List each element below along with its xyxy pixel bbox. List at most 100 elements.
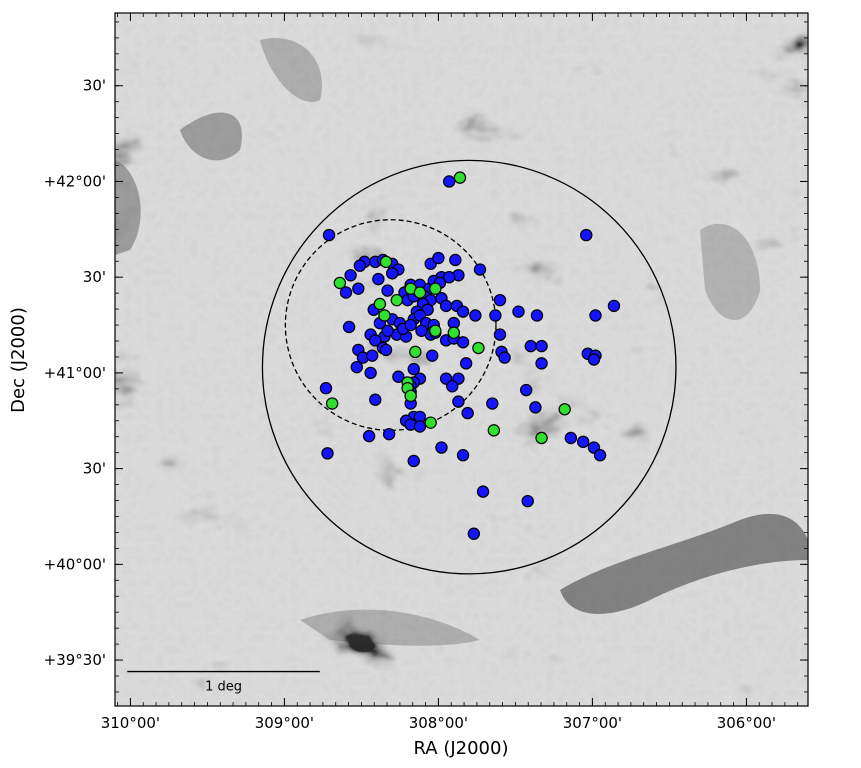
- blue-source-point: [456, 449, 470, 462]
- blue-source-point: [467, 527, 481, 540]
- x-tick-label: 308°00': [409, 714, 468, 732]
- blue-source-point: [352, 282, 365, 295]
- blue-source-point: [519, 383, 533, 397]
- green-source-point: [424, 416, 437, 429]
- blue-source-point: [493, 328, 507, 341]
- green-source-point: [404, 389, 417, 403]
- blue-source-point: [435, 441, 448, 454]
- x-tick-label: 310°00': [101, 714, 160, 732]
- blue-source-point: [381, 284, 394, 297]
- dust-lanes: [115, 38, 808, 646]
- blue-source-point: [392, 370, 405, 383]
- outer-solid-circle: [261, 159, 677, 575]
- scale-bar-label: 1 deg: [205, 680, 242, 695]
- y-tick-label: +42°00': [44, 172, 106, 190]
- blue-source-point: [473, 263, 487, 276]
- blue-source-point: [593, 449, 607, 462]
- blue-source-point: [461, 406, 474, 420]
- y-axis-label: Dec (J2000): [8, 307, 29, 413]
- blue-source-point: [379, 343, 393, 357]
- y-tick-label: +39°30': [44, 651, 106, 669]
- green-source-point: [409, 345, 422, 359]
- blue-source-point: [446, 380, 459, 393]
- blue-source-point: [407, 362, 420, 376]
- plot-area: [115, 13, 808, 706]
- blue-source-point: [369, 393, 382, 406]
- green-source-point: [558, 403, 571, 416]
- blue-source-point: [415, 324, 428, 337]
- blue-source-point: [449, 253, 462, 267]
- blue-source-point: [404, 318, 417, 332]
- blue-source-point: [432, 251, 445, 265]
- x-tick-label: 309°00': [255, 714, 314, 732]
- blue-source-point: [589, 309, 602, 322]
- blue-source-point: [535, 357, 548, 370]
- blue-source-point: [339, 286, 353, 299]
- x-tick-label: 306°00': [717, 714, 776, 732]
- blue-source-point: [469, 309, 482, 322]
- green-source-point: [333, 276, 347, 290]
- blue-source-point: [369, 334, 382, 347]
- blue-source-point: [353, 259, 367, 272]
- inner-dashed-circle: [284, 219, 497, 431]
- green-source-point: [325, 397, 339, 410]
- blue-source-point: [529, 401, 542, 414]
- green-source-point: [378, 309, 391, 322]
- blue-source-point: [426, 349, 439, 362]
- blue-source-point: [321, 447, 334, 460]
- source-markers: [319, 171, 621, 540]
- blue-source-point: [576, 435, 590, 449]
- plot-frame: [114, 12, 809, 707]
- blue-source-point: [364, 366, 377, 380]
- blue-source-point: [476, 485, 490, 498]
- blue-source-point: [372, 272, 385, 286]
- green-source-point: [472, 341, 485, 355]
- blue-source-point: [386, 267, 399, 280]
- blue-source-point: [524, 339, 538, 353]
- blue-source-point: [322, 228, 336, 242]
- blue-source-point: [350, 360, 363, 374]
- region-circles: [261, 159, 677, 575]
- blue-source-point: [530, 309, 544, 322]
- blue-source-point: [535, 339, 548, 353]
- blue-source-point: [442, 175, 456, 188]
- blue-source-point: [344, 269, 357, 282]
- blue-source-point: [564, 431, 578, 445]
- blue-source-point: [407, 454, 420, 468]
- green-source-point: [535, 431, 548, 445]
- blue-source-point: [319, 382, 333, 395]
- green-source-point: [429, 282, 442, 295]
- blue-source-point: [362, 429, 376, 443]
- blue-source-point: [493, 293, 507, 307]
- blue-source-point: [382, 427, 396, 441]
- blue-source-point: [486, 397, 499, 410]
- green-source-point: [429, 324, 442, 337]
- blue-source-point: [342, 320, 356, 334]
- blue-source-point: [413, 420, 427, 433]
- axis-ticks: 310°00' 309°00' 308°00' 307°00' 306°00' +39°3…: [44, 13, 808, 732]
- blue-source-point: [512, 305, 525, 318]
- blue-source-point: [489, 309, 502, 322]
- green-source-point: [447, 326, 460, 339]
- blue-source-point: [580, 228, 593, 242]
- green-source-point: [373, 297, 387, 311]
- blue-source-point: [442, 270, 456, 284]
- green-source-point: [487, 424, 501, 437]
- scale-bar: 1 deg: [127, 670, 320, 695]
- blue-source-point: [452, 395, 465, 408]
- x-tick-label: 307°00': [563, 714, 622, 732]
- blue-source-point: [456, 336, 470, 349]
- y-tick-label: 30': [83, 268, 106, 286]
- blue-source-point: [381, 324, 394, 337]
- blue-source-point: [607, 299, 621, 313]
- blue-source-point: [456, 305, 470, 318]
- y-tick-label: 30': [83, 77, 106, 95]
- green-source-point: [413, 286, 427, 299]
- blue-source-point: [587, 353, 601, 366]
- blue-source-point: [365, 349, 379, 362]
- blue-source-point: [439, 299, 453, 313]
- blue-source-point: [498, 351, 511, 364]
- green-source-point: [390, 293, 404, 307]
- blue-source-point: [459, 357, 473, 370]
